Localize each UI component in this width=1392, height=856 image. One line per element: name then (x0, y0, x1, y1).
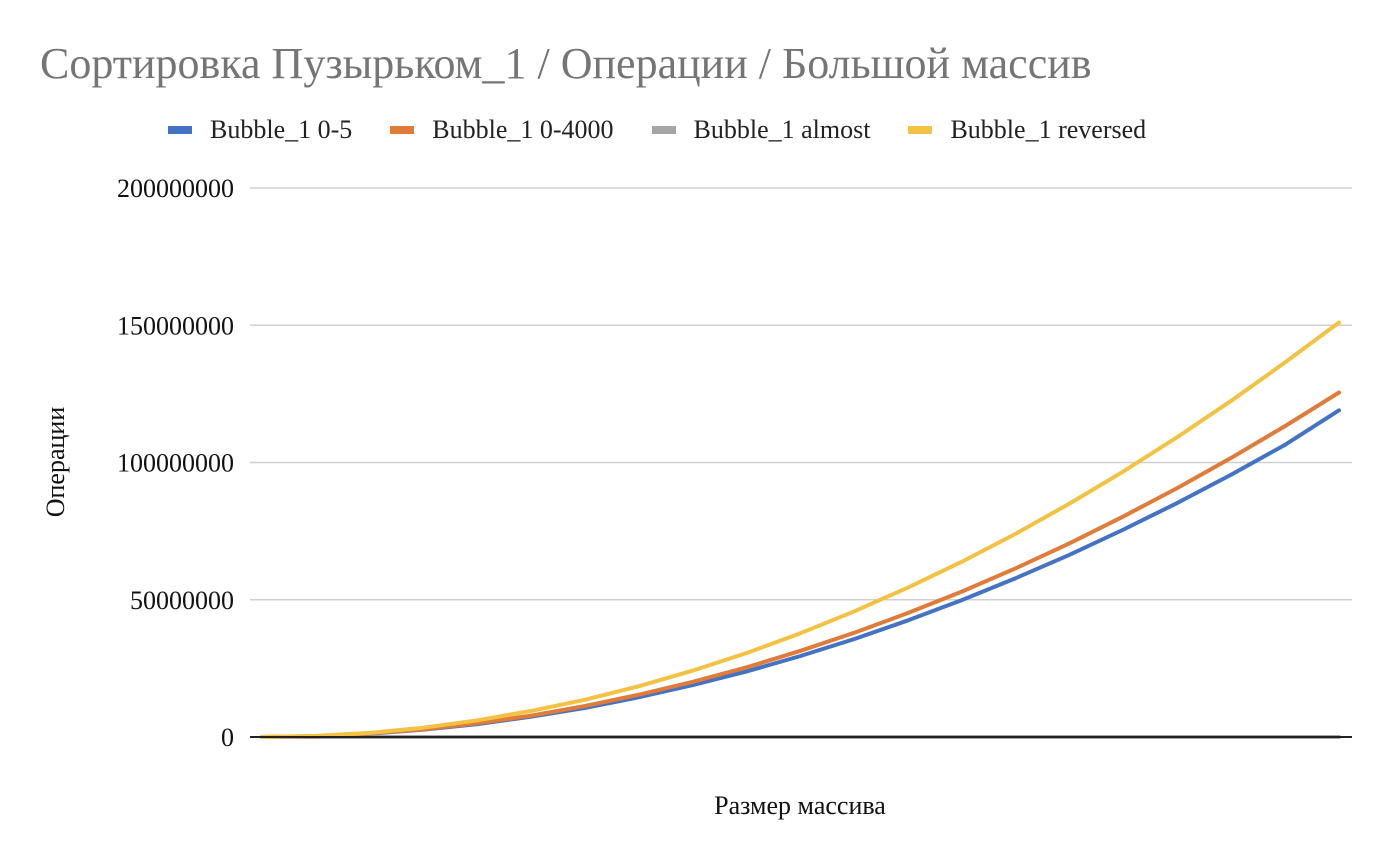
legend-item-0: Bubble_1 0-5 (168, 115, 352, 145)
series-line-0 (260, 408, 1341, 739)
legend-swatch-0 (168, 126, 192, 134)
legend-item-2: Bubble_1 almost (651, 115, 871, 145)
legend-swatch-2 (651, 126, 676, 134)
y-tick-label-0: 0 (221, 723, 234, 752)
legend-item-3: Bubble_1 reversed (908, 115, 1146, 145)
y-tick-label-2: 100000000 (117, 449, 234, 478)
chart-title: Сортировка Пузырьком_1 / Операции / Боль… (40, 39, 1092, 88)
legend-label-0: Bubble_1 0-5 (210, 115, 353, 144)
x-axis-label: Размер массива (714, 791, 886, 820)
y-tick-label-4: 200000000 (117, 174, 234, 203)
legend-swatch-3 (908, 126, 933, 134)
legend-item-1: Bubble_1 0-4000 (390, 115, 614, 145)
legend-label-3: Bubble_1 reversed (950, 115, 1147, 144)
legend-label-2: Bubble_1 almost (693, 115, 871, 144)
y-tick-label-3: 150000000 (117, 311, 234, 340)
series-line-1 (260, 390, 1341, 739)
legend-swatch-1 (390, 126, 415, 134)
series-line-3 (260, 320, 1341, 739)
legend-label-1: Bubble_1 0-4000 (432, 115, 614, 144)
y-tick-label-1: 50000000 (130, 586, 234, 615)
legend: Bubble_1 0-5 Bubble_1 0-4000 Bubble_1 al… (168, 114, 1184, 146)
